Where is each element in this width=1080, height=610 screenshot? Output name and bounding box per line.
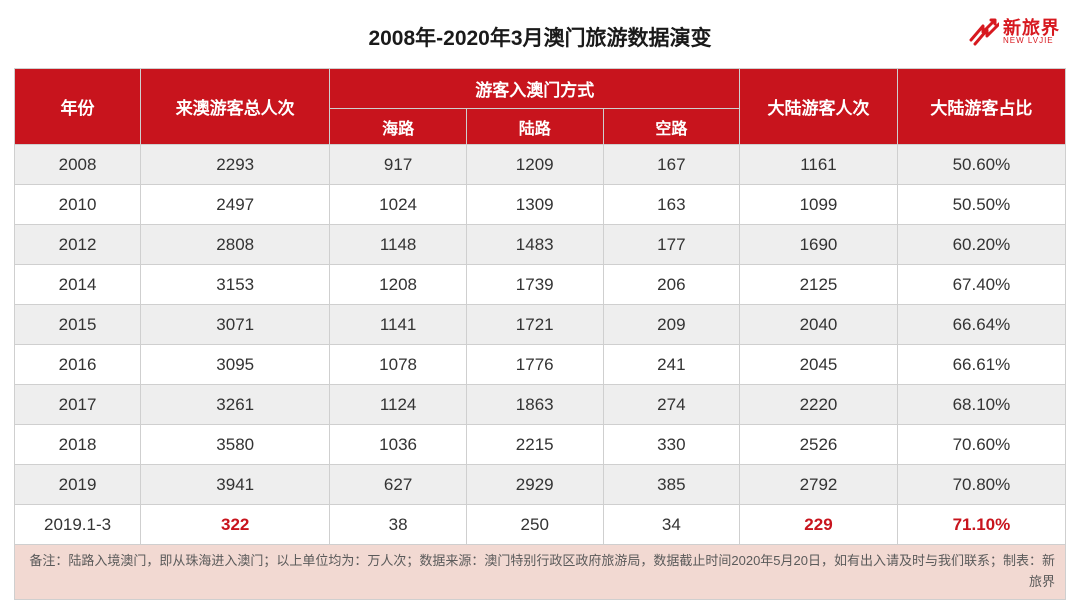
cell-air: 163 — [603, 185, 740, 225]
cell-year: 2017 — [15, 385, 141, 425]
cell-year: 2015 — [15, 305, 141, 345]
col-total: 来澳游客总人次 — [141, 69, 330, 145]
cell-total: 3071 — [141, 305, 330, 345]
cell-land: 1721 — [466, 305, 603, 345]
cell-land: 1863 — [466, 385, 603, 425]
cell-sea: 1024 — [330, 185, 467, 225]
cell-total: 2808 — [141, 225, 330, 265]
cell-sea: 627 — [330, 465, 467, 505]
cell-land: 1739 — [466, 265, 603, 305]
table-row: 2019.1-3322382503422971.10% — [15, 505, 1066, 545]
cell-sea: 1078 — [330, 345, 467, 385]
col-year: 年份 — [15, 69, 141, 145]
cell-total: 3261 — [141, 385, 330, 425]
table-footnote: 备注：陆路入境澳门，即从珠海进入澳门；以上单位均为：万人次；数据来源：澳门特别行… — [15, 545, 1066, 600]
cell-land: 1776 — [466, 345, 603, 385]
table-row: 2017326111241863274222068.10% — [15, 385, 1066, 425]
cell-air: 330 — [603, 425, 740, 465]
cell-land: 1309 — [466, 185, 603, 225]
cell-mainland_ratio: 50.50% — [897, 185, 1065, 225]
cell-total: 3941 — [141, 465, 330, 505]
cell-mainland_ratio: 50.60% — [897, 145, 1065, 185]
cell-mainland_ratio: 66.61% — [897, 345, 1065, 385]
tourism-data-table: 年份 来澳游客总人次 游客入澳门方式 大陆游客人次 大陆游客占比 海路 陆路 空… — [14, 68, 1066, 600]
cell-sea: 1148 — [330, 225, 467, 265]
cell-sea: 917 — [330, 145, 467, 185]
cell-sea: 1208 — [330, 265, 467, 305]
col-air: 空路 — [603, 109, 740, 145]
cell-total: 2497 — [141, 185, 330, 225]
cell-sea: 1124 — [330, 385, 467, 425]
cell-mainland_ratio: 71.10% — [897, 505, 1065, 545]
cell-air: 177 — [603, 225, 740, 265]
cell-air: 34 — [603, 505, 740, 545]
cell-mainland_count: 2040 — [740, 305, 898, 345]
cell-mainland_ratio: 68.10% — [897, 385, 1065, 425]
cell-mainland_count: 1099 — [740, 185, 898, 225]
cell-land: 2215 — [466, 425, 603, 465]
brand-logo: 新旅界 NEW LVJIE — [969, 18, 1060, 46]
cell-land: 1209 — [466, 145, 603, 185]
logo-arrow-icon — [969, 18, 999, 46]
cell-mainland_ratio: 70.60% — [897, 425, 1065, 465]
cell-year: 2018 — [15, 425, 141, 465]
cell-total: 3153 — [141, 265, 330, 305]
cell-mainland_ratio: 66.64% — [897, 305, 1065, 345]
cell-sea: 1036 — [330, 425, 467, 465]
page-title: 2008年-2020年3月澳门旅游数据演变 — [14, 18, 1066, 60]
cell-land: 250 — [466, 505, 603, 545]
table-row: 2018358010362215330252670.60% — [15, 425, 1066, 465]
cell-year: 2016 — [15, 345, 141, 385]
cell-mainland_count: 1690 — [740, 225, 898, 265]
col-mainland-count: 大陆游客人次 — [740, 69, 898, 145]
cell-air: 274 — [603, 385, 740, 425]
cell-mainland_ratio: 67.40% — [897, 265, 1065, 305]
cell-year: 2014 — [15, 265, 141, 305]
cell-mainland_count: 229 — [740, 505, 898, 545]
table-row: 2014315312081739206212567.40% — [15, 265, 1066, 305]
cell-total: 3580 — [141, 425, 330, 465]
cell-air: 385 — [603, 465, 740, 505]
cell-mainland_count: 2125 — [740, 265, 898, 305]
cell-mainland_count: 2045 — [740, 345, 898, 385]
cell-mainland_count: 2792 — [740, 465, 898, 505]
cell-year: 2010 — [15, 185, 141, 225]
cell-total: 2293 — [141, 145, 330, 185]
cell-sea: 1141 — [330, 305, 467, 345]
cell-mainland_ratio: 60.20% — [897, 225, 1065, 265]
table-row: 2016309510781776241204566.61% — [15, 345, 1066, 385]
cell-mainland_ratio: 70.80% — [897, 465, 1065, 505]
logo-text-en: NEW LVJIE — [1003, 37, 1060, 45]
col-land: 陆路 — [466, 109, 603, 145]
cell-air: 241 — [603, 345, 740, 385]
col-mainland-ratio: 大陆游客占比 — [897, 69, 1065, 145]
cell-air: 209 — [603, 305, 740, 345]
cell-air: 206 — [603, 265, 740, 305]
cell-land: 1483 — [466, 225, 603, 265]
table-row: 2015307111411721209204066.64% — [15, 305, 1066, 345]
col-entry-group: 游客入澳门方式 — [330, 69, 740, 109]
table-row: 2010249710241309163109950.50% — [15, 185, 1066, 225]
cell-mainland_count: 2526 — [740, 425, 898, 465]
cell-year: 2019 — [15, 465, 141, 505]
cell-mainland_count: 2220 — [740, 385, 898, 425]
cell-total: 322 — [141, 505, 330, 545]
col-sea: 海路 — [330, 109, 467, 145]
logo-text-cn: 新旅界 — [1003, 19, 1060, 37]
cell-total: 3095 — [141, 345, 330, 385]
table-row: 200822939171209167116150.60% — [15, 145, 1066, 185]
cell-mainland_count: 1161 — [740, 145, 898, 185]
cell-land: 2929 — [466, 465, 603, 505]
cell-sea: 38 — [330, 505, 467, 545]
cell-air: 167 — [603, 145, 740, 185]
cell-year: 2008 — [15, 145, 141, 185]
table-row: 2012280811481483177169060.20% — [15, 225, 1066, 265]
cell-year: 2019.1-3 — [15, 505, 141, 545]
cell-year: 2012 — [15, 225, 141, 265]
table-row: 201939416272929385279270.80% — [15, 465, 1066, 505]
